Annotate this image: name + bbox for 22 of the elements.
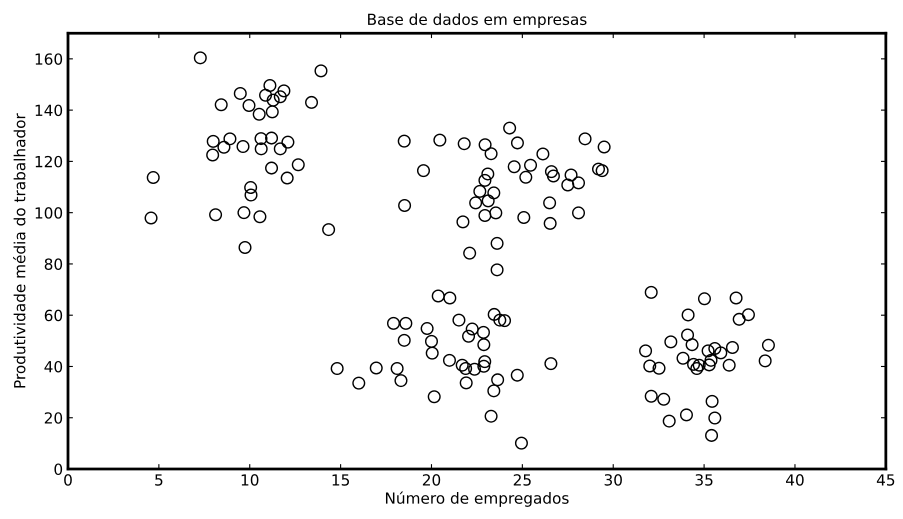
- y-tick-label: 0: [54, 463, 62, 476]
- chart-title: Base de dados em empresas: [368, 13, 587, 28]
- x-tick-label: 40: [786, 474, 804, 486]
- x-tick-label: 25: [514, 474, 531, 486]
- x-tick-label: 5: [155, 474, 162, 486]
- y-tick-label: 80: [44, 258, 62, 270]
- y-tick-label: 100: [36, 207, 62, 219]
- x-tick-label: 45: [876, 474, 894, 486]
- y-tick-label: 40: [44, 360, 62, 372]
- y-tick-label: 140: [36, 104, 62, 116]
- x-tick-label: 15: [332, 474, 349, 486]
- x-tick-label: 0: [64, 474, 72, 486]
- y-tick-label: 160: [36, 53, 62, 65]
- x-tick-label: 20: [422, 474, 440, 486]
- x-tick-label: 10: [242, 474, 258, 486]
- y-tick-label: 120: [36, 156, 62, 168]
- x-tick-label: 35: [696, 474, 712, 486]
- x-axis-title: Número de empregados: [386, 491, 569, 507]
- y-axis-title: Produtividade média do trabalhador: [13, 113, 26, 388]
- y-tick-label: 20: [44, 412, 62, 424]
- x-tick-label: 30: [604, 474, 622, 486]
- y-tick-label: 60: [44, 310, 62, 322]
